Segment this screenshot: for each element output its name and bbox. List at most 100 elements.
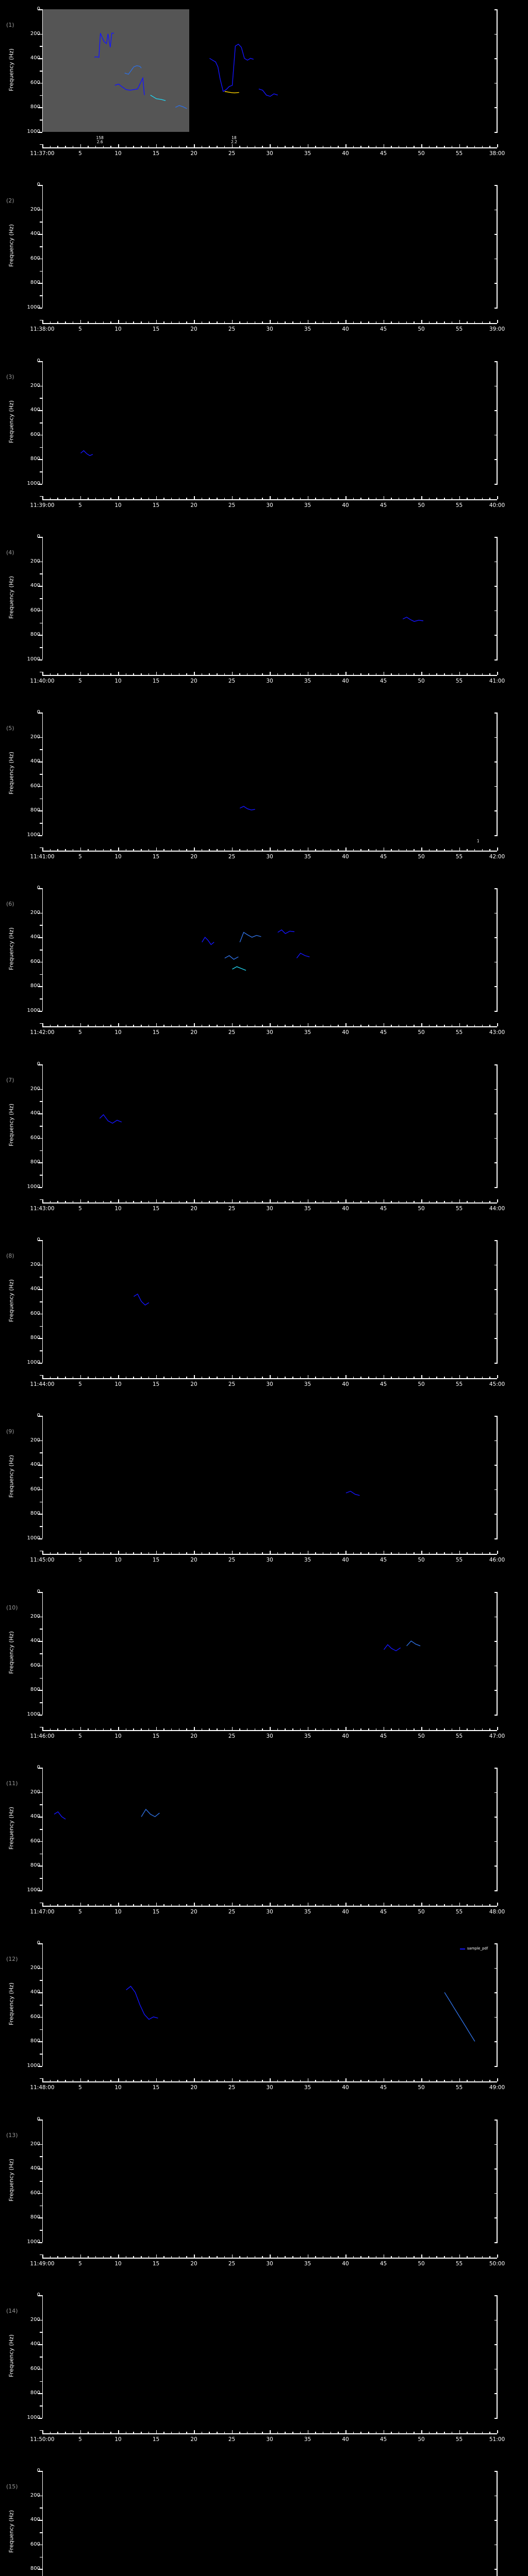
x-tick-minor <box>254 2079 256 2081</box>
x-tick-minor <box>133 1904 134 1906</box>
x-tick-minor <box>467 1376 468 1378</box>
x-tick-minor <box>451 1728 453 1730</box>
y-tick-mark <box>38 610 42 612</box>
plot-area[interactable] <box>42 2120 497 2242</box>
x-tick-minor <box>398 497 400 499</box>
x-tick-minor <box>428 1376 430 1378</box>
x-tick-minor <box>474 1552 475 1554</box>
time-selection-region[interactable] <box>43 9 189 132</box>
y-tick-label: 200 <box>30 1086 40 1092</box>
y-tick-minor-mark <box>40 2005 42 2006</box>
x-tick-minor <box>186 849 187 851</box>
x-tick-minor <box>375 1904 377 1906</box>
plot-area[interactable] <box>42 2295 497 2418</box>
x-tick-minor <box>217 849 218 851</box>
panel-10[interactable]: (10)Frequency (Hz)1000800600400200011:46… <box>0 1583 528 1758</box>
x-tick-minor <box>224 145 225 147</box>
x-tick-minor <box>72 497 74 499</box>
plot-area[interactable] <box>42 1064 497 1187</box>
right-axis-spine <box>497 537 498 659</box>
plot-area[interactable] <box>42 2471 497 2576</box>
panel-6[interactable]: (6)Frequency (Hz)1000800600400200011:42:… <box>0 879 528 1055</box>
plot-area[interactable] <box>42 185 497 308</box>
plot-area[interactable] <box>42 1592 497 1715</box>
plot-area[interactable] <box>42 713 497 835</box>
panel-1[interactable]: (1)Frequency (Hz)100080060040020001582.6… <box>0 0 528 176</box>
x-tick-minor <box>110 1552 111 1554</box>
y-tick-label: 0 <box>37 2116 40 2122</box>
panel-2[interactable]: (2)Frequency (Hz)1000800600400200011:38:… <box>0 176 528 351</box>
frequency-contour-trace <box>296 953 310 959</box>
x-tick-minor <box>224 1200 225 1202</box>
plot-area[interactable] <box>42 1768 497 1890</box>
panel-4[interactable]: (4)Frequency (Hz)1000800600400200011:40:… <box>0 528 528 703</box>
x-tick-label: 15 <box>152 1381 160 1387</box>
x-tick-major <box>459 144 460 147</box>
y-axis-label: Frequency (Hz) <box>8 1982 15 2025</box>
panel-14[interactable]: (14)Frequency (Hz)1000800600400200011:50… <box>0 2286 528 2462</box>
x-tick-minor <box>428 1200 430 1202</box>
x-tick-minor <box>95 1904 96 1906</box>
panel-15[interactable]: (15)Frequency (Hz)1000800600400200011:51… <box>0 2462 528 2576</box>
x-tick-minor <box>171 1728 172 1730</box>
y-tick-mark <box>38 2471 42 2472</box>
x-tick-minor <box>133 1200 134 1202</box>
x-tick-major <box>459 672 460 675</box>
x-tick-minor <box>224 673 225 675</box>
x-tick-minor <box>489 1376 490 1378</box>
plot-area[interactable] <box>42 1943 497 2066</box>
x-tick-minor <box>360 1552 361 1554</box>
y-tick-mark <box>38 1187 42 1188</box>
panel-9[interactable]: (9)Frequency (Hz)1000800600400200011:45:… <box>0 1406 528 1582</box>
x-tick-minor <box>217 1728 218 1730</box>
x-tick-minor <box>239 1728 240 1730</box>
x-tick-minor <box>262 321 263 323</box>
x-tick-minor <box>110 1024 111 1026</box>
y-tick-label: 1000 <box>27 2063 40 2069</box>
x-tick-minor <box>368 673 369 675</box>
y-tick-label: 200 <box>30 1789 40 1795</box>
plot-area[interactable] <box>42 9 497 132</box>
x-tick-label: 20 <box>190 854 197 860</box>
plot-area[interactable] <box>42 361 497 484</box>
x-tick-label: 55 <box>455 1206 463 1212</box>
plot-area[interactable] <box>42 1240 497 1363</box>
plot-area[interactable] <box>42 1416 497 1538</box>
y-tick-mark <box>38 2295 42 2296</box>
panel-11[interactable]: (11)Frequency (Hz)1000800600400200011:47… <box>0 1758 528 1934</box>
panel-8[interactable]: (8)Frequency (Hz)1000800600400200011:44:… <box>0 1231 528 1406</box>
plot-area[interactable] <box>42 888 497 1011</box>
plot-area[interactable] <box>42 537 497 659</box>
frequency-contour-trace <box>141 1808 160 1818</box>
panel-3[interactable]: (3)Frequency (Hz)1000800600400200011:39:… <box>0 352 528 528</box>
y-tick-label: 200 <box>30 558 40 564</box>
panel-12[interactable]: (12)Frequency (Hz)10008006004002000sampl… <box>0 1934 528 2110</box>
x-tick-minor <box>133 145 134 147</box>
panel-7[interactable]: (7)Frequency (Hz)1000800600400200011:43:… <box>0 1055 528 1231</box>
x-tick-label: 55 <box>455 1909 463 1915</box>
x-tick-minor <box>353 1728 354 1730</box>
y-tick-mark <box>38 986 42 987</box>
frequency-contour-trace <box>239 806 255 810</box>
x-tick-label: 11:50:00 <box>30 2436 55 2443</box>
panel-5[interactable]: (5)Frequency (Hz)10008006004002000111:41… <box>0 703 528 879</box>
x-tick-minor <box>88 2431 89 2433</box>
y-tick-mark <box>38 2544 42 2546</box>
x-tick-minor <box>444 1728 445 1730</box>
x-tick-minor <box>315 2431 316 2433</box>
panel-13[interactable]: (13)Frequency (Hz)1000800600400200011:49… <box>0 2110 528 2286</box>
x-tick-minor <box>398 1552 400 1554</box>
y-axis-label: Frequency (Hz) <box>8 1455 15 1498</box>
x-tick-major <box>194 1375 195 1378</box>
x-tick-minor <box>436 1024 437 1026</box>
x-tick-label: 15 <box>152 678 160 684</box>
x-tick-label: 5 <box>78 2261 82 2267</box>
x-tick-minor <box>171 2431 172 2433</box>
x-tick-minor <box>489 849 490 851</box>
right-axis-tick <box>494 1538 498 1539</box>
x-tick-minor <box>428 497 430 499</box>
x-tick-label: 10 <box>114 2436 122 2443</box>
x-tick-label: 5 <box>78 1206 82 1212</box>
y-tick-label: 0 <box>37 1940 40 1946</box>
x-tick-major <box>459 1903 460 1906</box>
